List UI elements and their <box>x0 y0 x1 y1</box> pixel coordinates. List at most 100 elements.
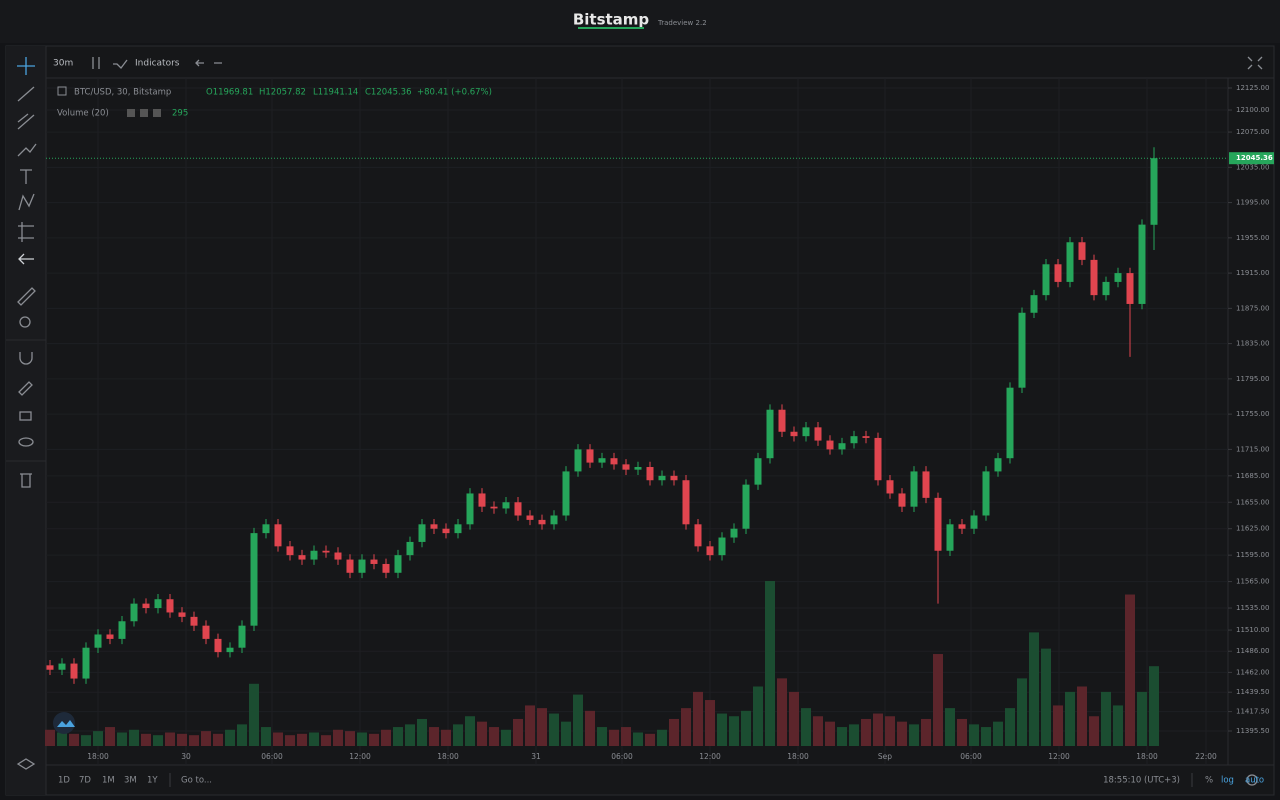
range-button[interactable]: 1D <box>58 776 70 786</box>
tool-crosshair[interactable] <box>17 57 35 75</box>
legend-toggle[interactable] <box>57 86 67 96</box>
candle-body <box>190 616 198 626</box>
candle-body <box>178 612 186 617</box>
candle-body <box>238 625 246 648</box>
volume-bar <box>753 686 763 746</box>
volume-bar <box>285 735 295 746</box>
time-label: 31 <box>531 752 541 761</box>
tool-fib[interactable] <box>17 113 35 130</box>
volume-bar <box>885 716 895 746</box>
candle-body <box>1066 242 1074 282</box>
legend-high: H12057.82 <box>259 88 306 98</box>
range-button[interactable]: 7D <box>79 776 91 786</box>
candle-body <box>1030 295 1038 313</box>
brand[interactable]: Bitstamp <box>573 11 650 29</box>
footer: 1D 7D 1M 3M 1Y <box>58 776 158 786</box>
candle-body <box>538 519 546 525</box>
candle-body <box>694 524 702 547</box>
auto-toggle[interactable]: auto <box>1245 776 1264 786</box>
tool-zoom[interactable] <box>19 316 31 328</box>
log-toggle[interactable]: log <box>1221 776 1234 786</box>
top-bar <box>0 0 1280 43</box>
tool-layers[interactable] <box>16 758 36 770</box>
volume-bar <box>861 718 871 746</box>
volume-bar <box>369 733 379 746</box>
candle-body <box>646 467 654 481</box>
range-button[interactable]: 1Y <box>147 776 158 786</box>
volume-bar <box>921 718 931 746</box>
y-tick-label: 12075.00 <box>1236 128 1269 136</box>
fullscreen[interactable] <box>1247 56 1263 70</box>
candle-body <box>814 427 822 441</box>
volume-bar <box>717 713 727 746</box>
tool-trash[interactable] <box>20 473 32 488</box>
goto[interactable]: Go to... <box>181 776 212 786</box>
volume-bar <box>69 733 79 746</box>
volume-bar <box>945 708 955 746</box>
y-tick-label: 11795.00 <box>1236 375 1269 383</box>
tool-brush[interactable] <box>17 143 37 157</box>
tool-pattern[interactable] <box>18 193 35 211</box>
y-tick-label: 11715.00 <box>1236 445 1269 453</box>
last-price-label: 12045.36 <box>1236 154 1273 162</box>
volume-bar <box>129 729 139 746</box>
interval[interactable]: 30m <box>53 59 73 69</box>
y-tick-label: 11510.00 <box>1236 626 1269 634</box>
candle-body <box>382 563 390 573</box>
candle-body <box>166 599 174 613</box>
volume-bar <box>801 708 811 746</box>
tool-line[interactable] <box>17 86 35 102</box>
range-button[interactable]: 3M <box>124 776 137 786</box>
candle-body <box>358 559 366 573</box>
toolbar-icon[interactable] <box>92 57 128 69</box>
frame <box>5 45 1275 796</box>
tool-back[interactable] <box>18 253 34 265</box>
candle-body <box>502 502 510 509</box>
volume-bar <box>81 735 91 746</box>
candle-body <box>658 475 666 481</box>
volume-setting[interactable] <box>153 109 161 117</box>
tool-prediction[interactable] <box>18 222 34 242</box>
legend-symbol[interactable]: BTC/USD, 30, Bitstamp <box>74 88 171 98</box>
tool-lock-draw[interactable] <box>18 381 33 396</box>
volume-bar <box>897 721 907 746</box>
settings[interactable] <box>1246 774 1258 786</box>
tool-text[interactable] <box>20 169 32 184</box>
tool-measure[interactable] <box>17 287 36 306</box>
tool-lock[interactable] <box>19 411 32 421</box>
candle-body <box>934 497 942 551</box>
legend-change: +80.41 (+0.67%) <box>417 88 492 98</box>
volume-bar <box>873 713 883 746</box>
candle-body <box>946 524 954 551</box>
volume-bar <box>537 708 547 746</box>
volume-bar <box>573 694 583 746</box>
candle-body <box>442 528 450 534</box>
candle-body <box>490 506 498 509</box>
tool-eye[interactable] <box>18 437 34 447</box>
candle-body <box>778 409 786 432</box>
y-tick-label: 11595.00 <box>1236 551 1269 559</box>
volume-bar <box>1065 691 1075 746</box>
y-tick-label: 11462.00 <box>1236 668 1269 676</box>
volume-bar <box>765 581 775 746</box>
tool-magnet[interactable] <box>19 352 33 365</box>
candle-body <box>214 638 222 653</box>
percent-toggle[interactable]: % <box>1205 776 1213 786</box>
y-tick-label: 11915.00 <box>1236 269 1269 277</box>
toolbar-undo[interactable] <box>195 59 222 67</box>
volume-setting[interactable] <box>140 109 148 117</box>
candle-body <box>1126 273 1134 304</box>
volume-setting[interactable] <box>127 109 135 117</box>
volume-bar <box>93 731 103 746</box>
volume-bar <box>117 732 127 746</box>
candle-body <box>586 449 594 463</box>
indicators-button[interactable]: Indicators <box>135 59 180 69</box>
candle-body <box>370 559 378 564</box>
candle-body <box>598 458 606 463</box>
volume-label[interactable]: Volume (20) <box>57 109 109 119</box>
candle-body <box>82 647 90 679</box>
time-label: 18:00 <box>437 752 459 761</box>
volume-bar <box>345 731 355 746</box>
range-button[interactable]: 1M <box>102 776 115 786</box>
